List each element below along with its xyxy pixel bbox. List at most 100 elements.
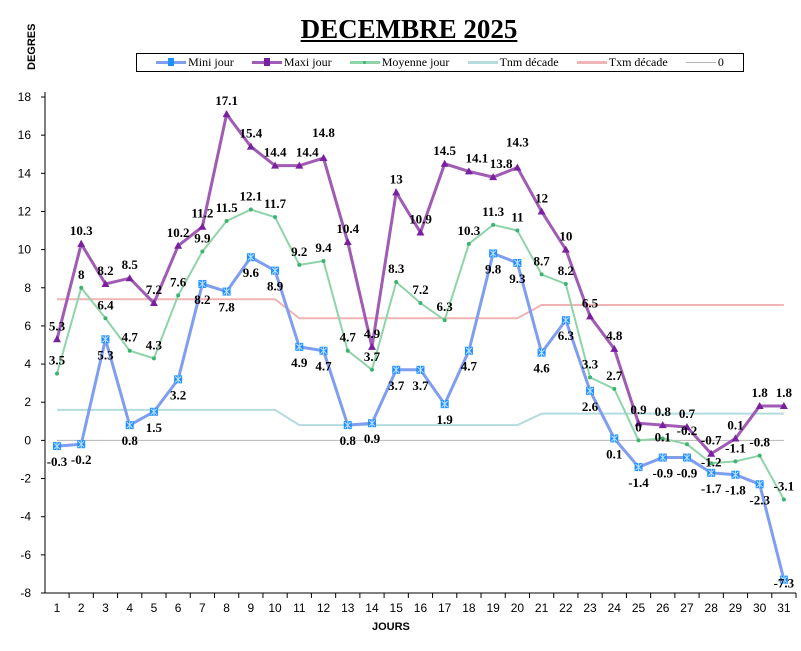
data-label: 3.7 bbox=[388, 378, 405, 393]
data-point bbox=[392, 188, 401, 196]
data-point-marker bbox=[538, 348, 545, 357]
data-label: 4.8 bbox=[606, 328, 623, 343]
x-tick-label: 1 bbox=[54, 601, 61, 615]
data-label: 4.7 bbox=[315, 359, 332, 374]
data-label: 8.7 bbox=[533, 253, 550, 268]
y-tick-label: -6 bbox=[20, 548, 31, 562]
data-label: 14.4 bbox=[296, 145, 319, 160]
data-label: -3.1 bbox=[774, 479, 795, 494]
data-point bbox=[125, 274, 134, 282]
data-point bbox=[731, 434, 740, 442]
data-point-marker bbox=[780, 575, 788, 584]
legend-item: Moyenne jour bbox=[349, 55, 449, 70]
data-point bbox=[684, 442, 689, 447]
data-point bbox=[273, 215, 278, 220]
data-point bbox=[781, 497, 786, 502]
data-label: 13.8 bbox=[490, 156, 513, 171]
data-label: -0.9 bbox=[652, 466, 673, 481]
data-point bbox=[709, 461, 714, 466]
data-point bbox=[491, 222, 496, 227]
y-tick-label: 12 bbox=[18, 204, 32, 218]
data-point bbox=[246, 142, 255, 150]
chart-title: DECEMBRE 2025 bbox=[300, 14, 518, 44]
data-point-marker bbox=[683, 453, 691, 462]
data-point-marker bbox=[586, 386, 594, 395]
data-label: -0.9 bbox=[677, 466, 698, 481]
data-point bbox=[440, 159, 449, 167]
data-label: 10.3 bbox=[458, 223, 481, 238]
data-point bbox=[367, 342, 376, 350]
x-tick-label: 29 bbox=[729, 601, 743, 615]
data-label: 14.8 bbox=[312, 125, 335, 140]
legend-swatch bbox=[576, 61, 607, 64]
data-point-marker bbox=[126, 421, 134, 430]
data-label: 14.3 bbox=[506, 135, 529, 150]
data-point bbox=[442, 318, 447, 323]
data-label: 1.8 bbox=[752, 385, 769, 400]
legend-label: Txm décade bbox=[608, 55, 668, 69]
data-point bbox=[563, 281, 568, 286]
data-label: 15.4 bbox=[239, 126, 262, 141]
data-point bbox=[660, 436, 665, 441]
data-point bbox=[561, 245, 570, 253]
y-tick-label: 16 bbox=[18, 128, 32, 142]
data-label: 1.9 bbox=[437, 412, 454, 427]
y-tick-label: 14 bbox=[18, 166, 32, 180]
x-tick-label: 14 bbox=[365, 601, 379, 615]
data-label: 6.4 bbox=[97, 297, 114, 312]
data-label: 6.3 bbox=[437, 299, 454, 314]
x-tick-label: 10 bbox=[268, 601, 282, 615]
data-label: 5.3 bbox=[97, 347, 114, 362]
data-label: 4.7 bbox=[461, 359, 478, 374]
data-point-marker bbox=[441, 400, 449, 409]
data-point bbox=[222, 110, 231, 118]
data-label: 11.3 bbox=[482, 204, 505, 219]
data-point-marker bbox=[489, 249, 497, 258]
data-label: 4.9 bbox=[291, 355, 308, 370]
data-point-marker bbox=[320, 346, 327, 355]
data-point-marker bbox=[417, 365, 424, 374]
data-point-marker bbox=[223, 287, 230, 296]
data-label: 8.9 bbox=[267, 279, 284, 294]
x-tick-label: 15 bbox=[390, 601, 404, 615]
x-tick-label: 3 bbox=[102, 601, 109, 615]
data-label: 0.8 bbox=[655, 404, 672, 419]
data-point bbox=[757, 453, 762, 458]
x-tick-label: 12 bbox=[317, 601, 331, 615]
x-tick-label: 27 bbox=[680, 601, 694, 615]
x-tick-label: 22 bbox=[559, 601, 573, 615]
data-label: 8.2 bbox=[558, 263, 574, 278]
data-point bbox=[224, 219, 229, 223]
data-point bbox=[319, 154, 328, 162]
data-label: 3.7 bbox=[364, 349, 381, 364]
data-point-marker bbox=[247, 253, 255, 262]
data-label: 3.5 bbox=[49, 353, 66, 368]
x-tick-label: 8 bbox=[223, 601, 230, 615]
data-label: 7.2 bbox=[412, 282, 428, 297]
data-point bbox=[248, 207, 253, 212]
data-label: 0.8 bbox=[122, 433, 139, 448]
data-point bbox=[345, 348, 350, 353]
data-label: 12.1 bbox=[239, 189, 262, 204]
data-point-marker bbox=[732, 470, 739, 479]
legend-label: Maxi jour bbox=[283, 55, 332, 69]
x-tick-label: 11 bbox=[293, 601, 306, 615]
data-label: 7.8 bbox=[218, 300, 235, 315]
y-tick-label: -2 bbox=[20, 472, 31, 486]
data-label: 0.9 bbox=[630, 402, 647, 417]
data-point bbox=[321, 259, 326, 264]
data-point bbox=[755, 402, 764, 410]
data-point bbox=[198, 222, 207, 230]
y-tick-label: 10 bbox=[18, 243, 32, 257]
data-point bbox=[151, 356, 156, 361]
x-tick-label: 16 bbox=[414, 601, 428, 615]
data-point bbox=[79, 285, 84, 290]
data-label: 2.6 bbox=[582, 399, 599, 414]
data-point bbox=[636, 438, 641, 443]
y-tick-label: 4 bbox=[24, 357, 31, 371]
data-point bbox=[634, 419, 643, 427]
data-label: 7.6 bbox=[170, 274, 187, 289]
legend-marker bbox=[263, 58, 270, 66]
y-tick-label: 2 bbox=[24, 395, 31, 409]
data-label: 6.3 bbox=[558, 328, 575, 343]
